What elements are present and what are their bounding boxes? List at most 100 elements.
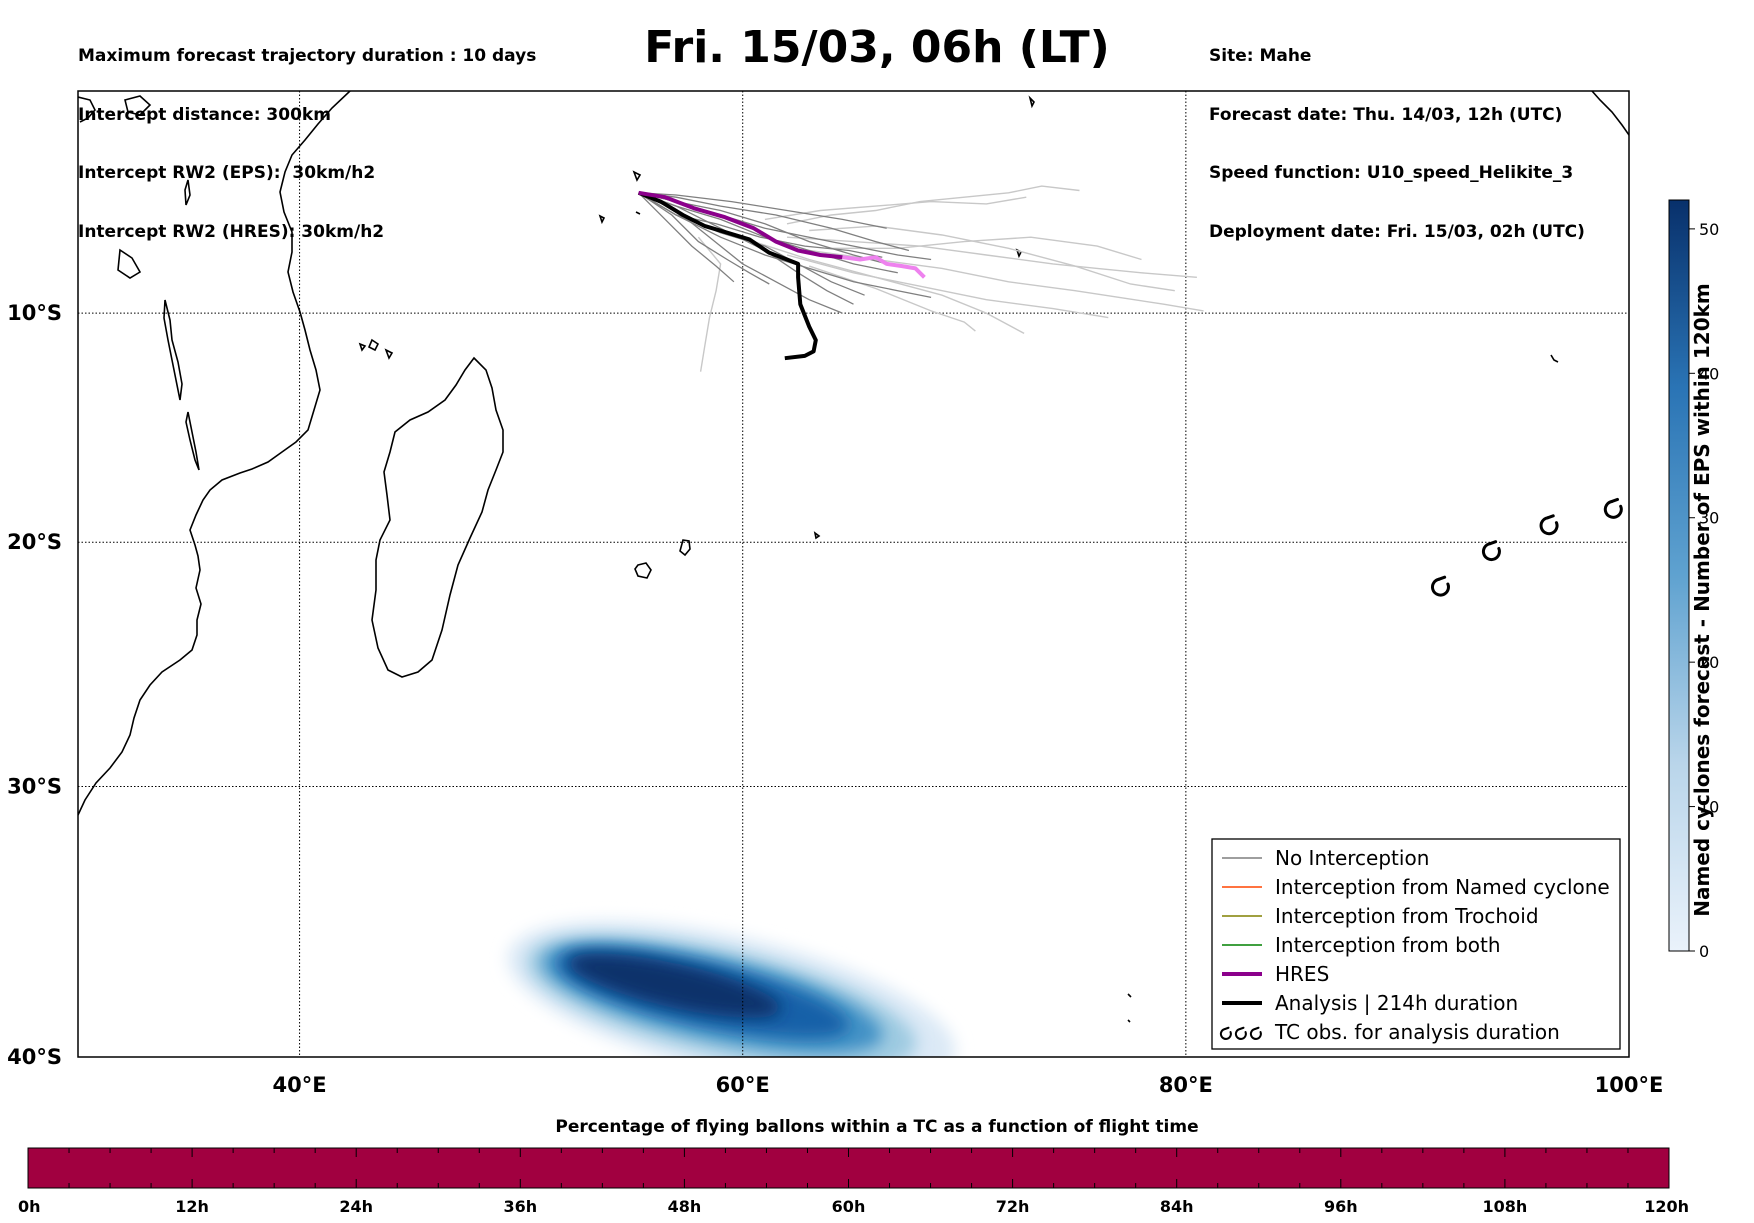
eps-track-light-5 xyxy=(697,236,722,372)
sumatra-fragment xyxy=(1591,91,1629,136)
timebar-label-108h: 108h xyxy=(1483,1197,1528,1216)
cocos-islands xyxy=(1550,354,1559,363)
lake-tanganyika xyxy=(163,299,183,401)
tc-obs-symbol-3-ring xyxy=(1603,499,1623,519)
timebar-label-96h: 96h xyxy=(1324,1197,1358,1216)
lake-turkana xyxy=(184,179,191,206)
map-panel xyxy=(78,91,1629,1057)
eps-track-0 xyxy=(638,192,932,299)
header-line-intercept-hres: Intercept RW2 (HRES): 30km/h2 xyxy=(78,221,385,242)
legend-cyclone-1-tail xyxy=(1239,1026,1245,1030)
page-title: Fri. 15/03, 06h (LT) xyxy=(644,22,1110,73)
eps-track-light-0 xyxy=(786,185,1080,225)
eps-track-light-2 xyxy=(809,249,1204,312)
header-line-max-duration: Maximum forecast trajectory duration : 1… xyxy=(78,46,537,66)
legend-item-6: TC obs. for analysis duration xyxy=(1219,1020,1560,1044)
eps-track-light-3 xyxy=(786,254,1109,319)
legend-label-5: Analysis | 214h duration xyxy=(1275,991,1518,1015)
header-line-forecast-date: Forecast date: Thu. 14/03, 12h (UTC) xyxy=(1209,104,1563,125)
legend-item-0: No Interception xyxy=(1222,846,1429,870)
lon-tick-100: 100°E xyxy=(1595,1073,1664,1097)
legend-item-1: Interception from Named cyclone xyxy=(1222,875,1610,899)
rodrigues-island xyxy=(813,531,821,540)
header-line-speed-function: Speed function: U10_speed_Helikite_3 xyxy=(1209,163,1574,183)
arabia-coast-fragment xyxy=(78,96,96,123)
comoros-islands xyxy=(358,338,394,360)
legend-box xyxy=(1211,838,1621,1050)
eps-track-light-6 xyxy=(764,196,1027,221)
timebar-label-84h: 84h xyxy=(1160,1197,1194,1216)
madagascar xyxy=(371,356,504,678)
colorbar-tick-50: 50 xyxy=(1699,220,1719,239)
legend-label-4: HRES xyxy=(1275,962,1329,986)
cyclone-colorbar: 0 10 20 30 40 50 xyxy=(1668,199,1719,961)
timebar-label-48h: 48h xyxy=(668,1197,702,1216)
header-left-info: Maximum forecast trajectory duration : 1… xyxy=(78,8,536,262)
eps-track-light-7 xyxy=(808,265,976,332)
eps-track-4 xyxy=(638,192,770,285)
legend-label-3: Interception from both xyxy=(1275,933,1501,957)
timebar-label-12h: 12h xyxy=(175,1197,209,1216)
eps-track-light-1 xyxy=(786,236,1197,278)
colorbar-tick-10: 10 xyxy=(1699,798,1719,817)
colorbar-label: Named cyclones forecast - Number of EPS … xyxy=(1690,283,1714,917)
flight-time-bar-title: Percentage of flying ballons within a TC… xyxy=(555,1117,1199,1137)
density-blob xyxy=(507,921,956,1057)
tc-obs-symbol-0 xyxy=(1430,575,1450,597)
hres-track xyxy=(638,190,926,279)
legend-label-6: TC obs. for analysis duration xyxy=(1274,1020,1560,1044)
lake-malawi xyxy=(185,411,200,471)
colorbar-gradient xyxy=(1668,199,1690,952)
timebar-label-60h: 60h xyxy=(832,1197,866,1216)
timebar-label-24h: 24h xyxy=(339,1197,373,1216)
header-line-intercept-eps: Intercept RW2 (EPS): 30km/h2 xyxy=(78,163,376,183)
eps-track-light-8 xyxy=(831,236,1142,261)
legend-cyclone-1-ring xyxy=(1234,1028,1247,1040)
header-right-info: Site: Mahe Forecast date: Thu. 14/03, 12… xyxy=(1209,8,1585,262)
lat-lon-grid xyxy=(78,91,1629,1057)
colorbar-tick-0: 0 xyxy=(1699,942,1709,961)
lon-tick-40: 40°E xyxy=(273,1073,327,1097)
mascarene-island-mauritius xyxy=(679,539,691,557)
tc-obs-symbol-0-ring xyxy=(1430,577,1450,597)
analysis-track xyxy=(637,190,818,361)
seychelles-islands xyxy=(598,170,642,225)
legend-label-1: Interception from Named cyclone xyxy=(1275,875,1610,899)
lat-tick-20: 20°S xyxy=(7,530,62,554)
eps-track-light-4 xyxy=(753,240,1025,335)
tc-obs-symbol-1 xyxy=(1481,540,1501,562)
hres-track-line xyxy=(638,190,843,260)
tc-obs-symbol-0-tail xyxy=(1437,575,1447,581)
timebar-label-0h: 0h xyxy=(18,1197,41,1216)
legend-cyclone-2-tail xyxy=(1254,1026,1260,1030)
longitude-tick-labels: 40°E 60°E 80°E 100°E xyxy=(273,1073,1664,1097)
analysis-track-line xyxy=(637,190,818,361)
colorbar-tick-40: 40 xyxy=(1699,364,1719,383)
mascarene-island-reunion xyxy=(634,562,652,579)
eps-track-10 xyxy=(638,192,887,229)
timebar-label-120h: 120h xyxy=(1644,1197,1689,1216)
legend-cyclone-0 xyxy=(1219,1026,1232,1040)
lake-victoria xyxy=(117,248,142,279)
timebar-label-72h: 72h xyxy=(996,1197,1030,1216)
tc-obs-symbol-2-tail xyxy=(1546,514,1555,520)
hres-track-tail xyxy=(842,255,926,279)
legend-item-5: Analysis | 214h duration xyxy=(1222,991,1518,1015)
legend-cyclone-2 xyxy=(1249,1026,1262,1040)
eps-tracks-light xyxy=(697,185,1204,372)
colorbar-tick-30: 30 xyxy=(1699,509,1719,528)
lon-tick-80: 80°E xyxy=(1159,1073,1213,1097)
legend-cyclone-1 xyxy=(1234,1026,1247,1040)
coastlines xyxy=(78,91,1629,1023)
amsterdam-islands xyxy=(1127,993,1132,1023)
tc-obs-symbol-1-tail xyxy=(1488,540,1498,546)
maldives-fragment xyxy=(1028,95,1035,109)
tc-observations xyxy=(1430,497,1623,597)
lat-tick-10: 10°S xyxy=(7,301,62,325)
legend-label-0: No Interception xyxy=(1275,846,1429,870)
header-line-deployment-date: Deployment date: Fri. 15/03, 02h (UTC) xyxy=(1209,221,1585,242)
legend-cyclone-2-ring xyxy=(1249,1028,1262,1040)
lon-tick-60: 60°E xyxy=(716,1073,770,1097)
legend-cyclone-0-ring xyxy=(1219,1028,1232,1040)
